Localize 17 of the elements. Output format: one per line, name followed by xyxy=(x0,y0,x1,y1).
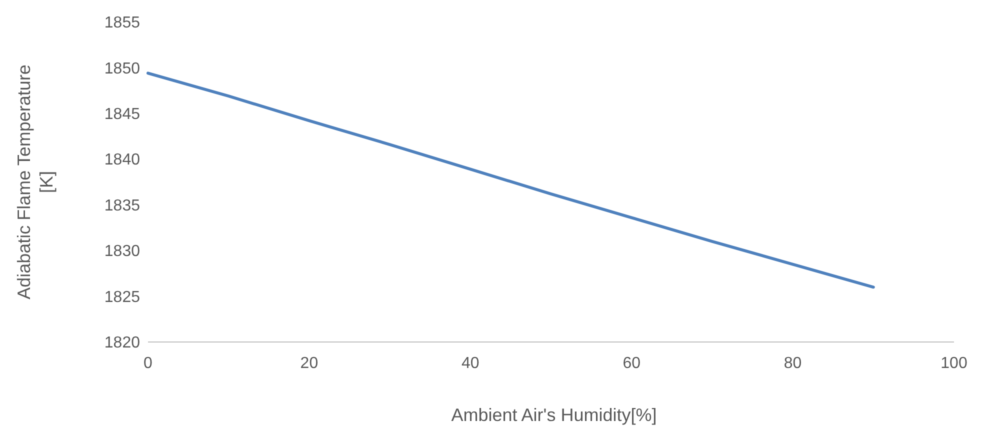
x-tick-label: 20 xyxy=(300,355,318,372)
x-tick-label: 60 xyxy=(622,355,641,372)
y-axis-title: Adiabatic Flame Temperature [K] xyxy=(14,64,56,300)
y-tick-label: 1845 xyxy=(104,106,140,124)
x-tick-label: 100 xyxy=(940,355,968,372)
y-tick-label: 1855 xyxy=(104,14,140,32)
x-axis-title: Ambient Air's Humidity[%] xyxy=(451,405,657,425)
y-tick-label: 1840 xyxy=(104,152,140,169)
x-tick-label: 40 xyxy=(462,355,480,372)
line-series xyxy=(146,72,875,289)
x-tick-label: 80 xyxy=(784,355,802,372)
y-tick-label: 1850 xyxy=(104,60,140,78)
y-tick-label: 1825 xyxy=(104,288,140,306)
y-tick-label: 1830 xyxy=(104,243,140,260)
y-tick-label: 1835 xyxy=(104,197,140,214)
y-tick-label: 1820 xyxy=(104,334,140,352)
x-tick-label: 0 xyxy=(144,355,153,372)
